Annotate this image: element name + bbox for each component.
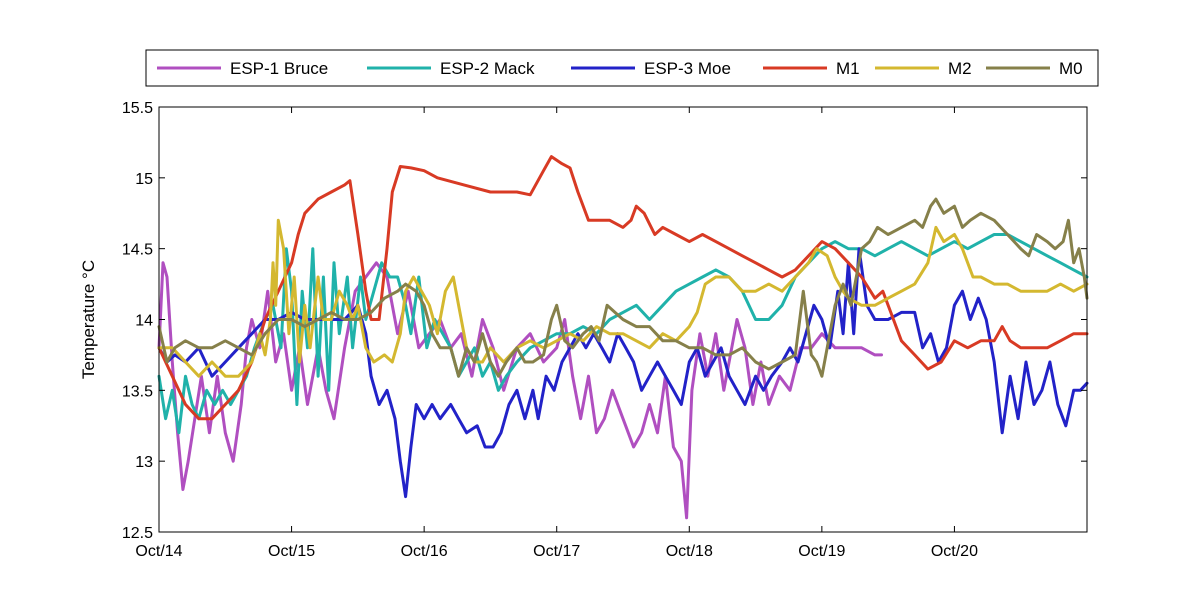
plot-area: 12.5 13 13.5 14 14.5 15 15.5 Oct/14 Oct/15 Oct/16… — [122, 100, 1089, 560]
x-tick-label: Oct/15 — [268, 543, 315, 560]
ticks-layer: 12.5 13 13.5 14 14.5 15 15.5 Oct/14 Oct/15 Oct/16… — [122, 100, 1087, 560]
x-tick-label: Oct/18 — [666, 543, 713, 560]
x-tick-label: Oct/16 — [401, 543, 448, 560]
legend-label: ESP-2 Mack — [440, 59, 535, 78]
y-tick-label: 13 — [135, 454, 153, 471]
series-line-m2 — [157, 218, 1089, 378]
legend: ESP-1 Bruce ESP-2 Mack ESP-3 Moe M1 M2 M0 — [145, 49, 1099, 87]
y-tick-label: 15 — [135, 171, 153, 188]
series-line-esp-2-mack — [157, 233, 1089, 435]
x-tick-label: Oct/20 — [931, 543, 978, 560]
x-tick-label: Oct/17 — [533, 543, 580, 560]
series-line-esp-1-bruce — [157, 261, 883, 520]
series-line-m1 — [157, 155, 1089, 421]
y-tick-label: 13.5 — [122, 383, 153, 400]
legend-label: ESP-1 Bruce — [230, 59, 328, 78]
x-tick-label: Oct/19 — [798, 543, 845, 560]
y-axis-label: Temperature °C — [79, 260, 98, 379]
x-tick-label: Oct/14 — [135, 543, 182, 560]
y-tick-label: 15.5 — [122, 100, 153, 117]
series-line-m0 — [157, 197, 1089, 378]
legend-label: ESP-3 Moe — [644, 59, 731, 78]
y-tick-label: 14.5 — [122, 242, 153, 259]
y-tick-label: 14 — [135, 313, 153, 330]
legend-label: M0 — [1059, 59, 1083, 78]
series-layer — [157, 155, 1089, 520]
legend-label: M2 — [948, 59, 972, 78]
series-line-esp-3-moe — [157, 247, 1089, 499]
y-tick-label: 12.5 — [122, 525, 153, 542]
legend-label: M1 — [836, 59, 860, 78]
